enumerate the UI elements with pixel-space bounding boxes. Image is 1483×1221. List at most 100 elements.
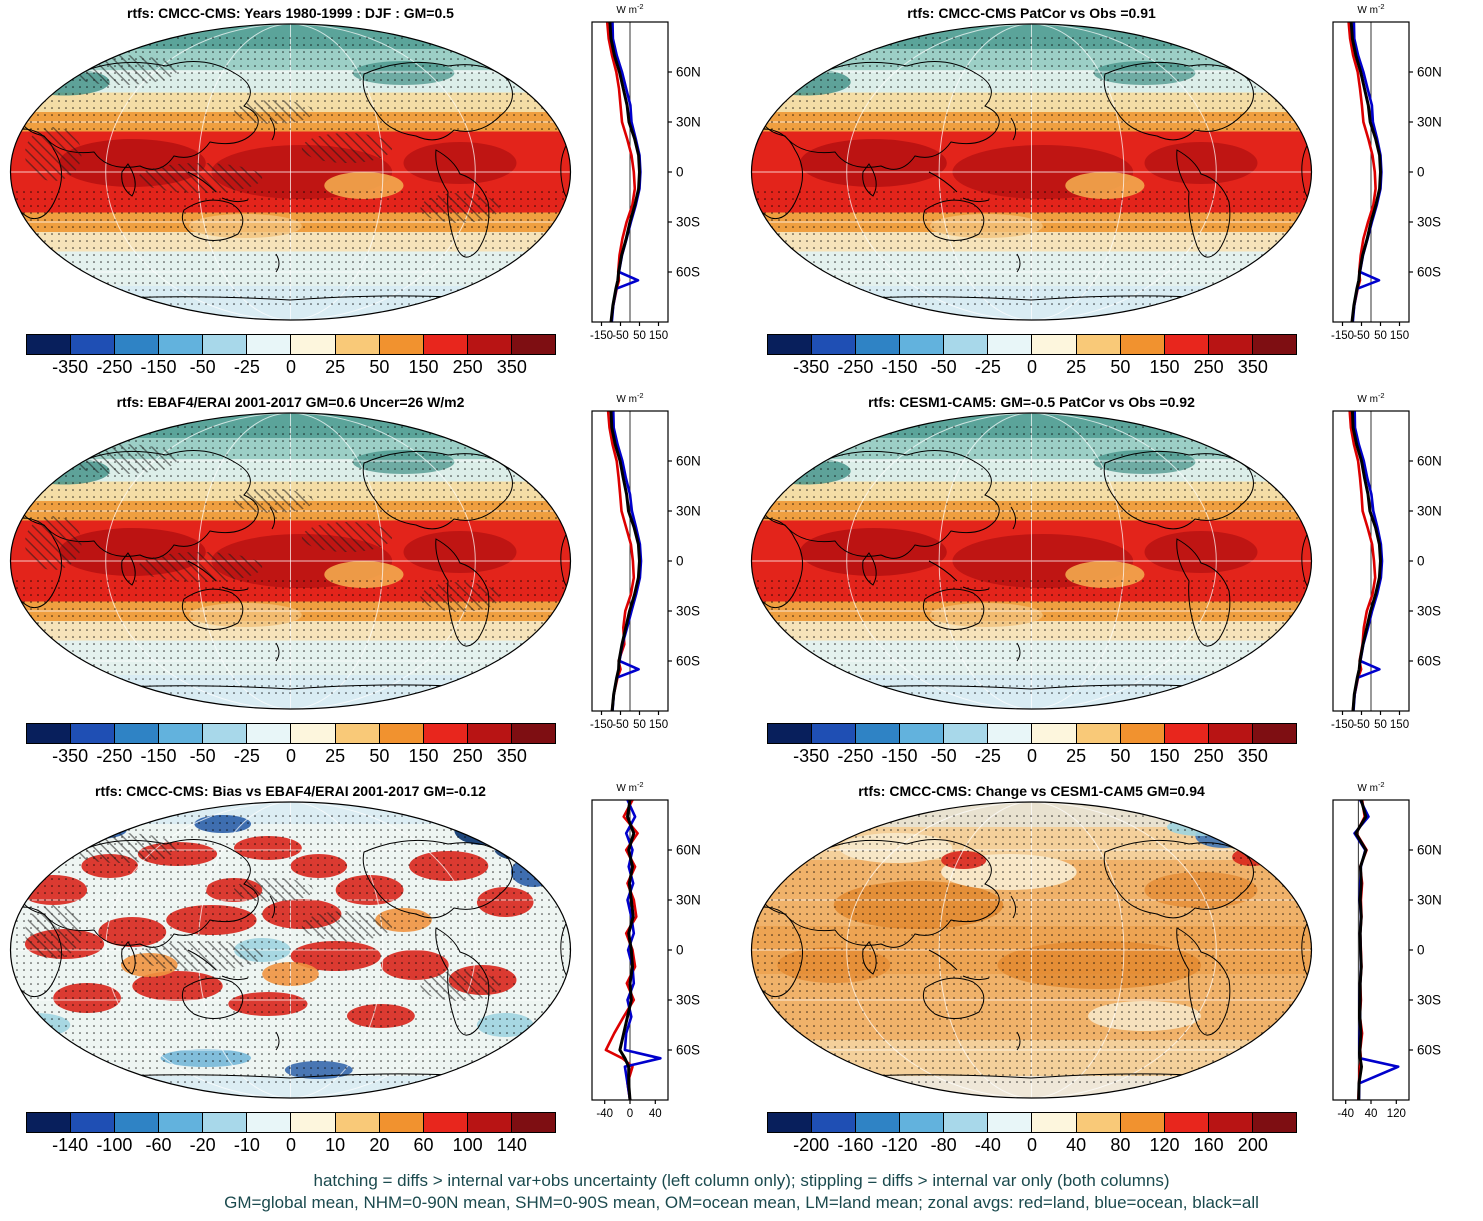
colorbar-segment [290,335,335,354]
colorbar-segment [158,1113,203,1132]
zonal-line-all [1350,410,1382,712]
x-tick-label: -150 [590,330,613,342]
x-tick-label: 150 [1390,719,1409,731]
colorbar-segment [1119,335,1164,354]
lat-tick-label: 30N [676,115,701,130]
colorbar-segment [1031,1113,1076,1132]
hatching [420,971,500,1001]
coastline [1264,830,1303,861]
colorbar-segment [987,335,1032,354]
panel-title: rtfs: CMCC-CMS PatCor vs Obs =0.91 [907,5,1156,21]
colorbar-tick-label: -25 [233,357,260,377]
zonal-line-all [1354,799,1368,1101]
colorbar-tick-label: -150 [140,357,177,377]
lat-tick-label: 30S [1417,604,1441,619]
colorbar-segment [422,1113,467,1132]
x-tick-label: -50 [612,330,629,342]
unit-label: W m-2 [1357,391,1384,405]
lat-tick-label: 60S [676,654,700,669]
panel-title: rtfs: CMCC-CMS: Bias vs EBAF4/ERAI 2001-… [95,783,486,799]
lat-tick-label: 60S [676,1043,700,1058]
colorbar-segment [811,724,856,743]
colorbar-segment [768,1113,812,1132]
panel-title: rtfs: EBAF4/ERAI 2001-2017 GM=0.6 Uncer=… [116,394,465,410]
graticule-meridian [105,413,476,709]
lat-tick-label: 30S [676,993,700,1008]
colorbar-segment [246,724,291,743]
colorbar-tick-label: -40 [974,1135,1001,1155]
lat-tick-label: 30N [676,504,701,519]
colorbar-tick-label: -140 [52,1135,89,1155]
colorbar-segment [158,335,203,354]
colorbar-tick-label: -250 [96,357,133,377]
colorbar-tick-label: -150 [140,746,177,766]
colorbar-segment [334,1113,379,1132]
colorbar-segment [246,1113,291,1132]
colorbar-segment [1075,724,1120,743]
coastline [1293,91,1300,119]
colorbar-tick-label: 150 [1149,357,1180,377]
colorbar-segment [334,335,379,354]
x-tick-label: 50 [633,719,646,731]
map-outline [9,23,572,321]
colorbar [26,1112,556,1133]
x-tick-label: 50 [1374,330,1387,342]
x-tick-label: -50 [1353,719,1370,731]
map-outline [750,412,1313,710]
colorbar-segment [466,335,511,354]
lat-tick-label: 0 [676,554,684,569]
x-tick-label: 150 [1390,330,1409,342]
panel-change: rtfs: CMCC-CMS: Change vs CESM1-CAM5 GM=… [741,778,1483,1167]
coastline [552,869,559,897]
lat-tick-label: 30N [1417,115,1442,130]
coastline [1293,480,1300,508]
zonal-mean-plot: W m-2 60N 30N 0 30S 60S -150 -50 50 150 [590,391,701,731]
colorbar-segment [899,1113,944,1132]
graticule-meridian [846,413,1217,709]
colorbar-tick-label: 350 [1237,746,1268,766]
world-map [9,801,572,1099]
colorbar-segment [1207,335,1252,354]
colorbar-ticks: -350 -250 -150 -50 -25 0 25 50 150 250 350 [26,357,556,379]
panel-title: rtfs: CESM1-CAM5: GM=-0.5 PatCor vs Obs … [868,394,1195,410]
lat-tick-label: 60N [1417,843,1442,858]
x-tick-label: -50 [1353,330,1370,342]
lat-tick-label: 0 [676,943,684,958]
colorbar-tick-label: 0 [285,357,297,377]
colorbar-tick-label: -150 [881,357,918,377]
colorbar-tick-label: 25 [325,746,346,766]
colorbar-tick-label: 140 [496,1135,527,1155]
colorbar-ticks: -350 -250 -150 -50 -25 0 25 50 150 250 350 [767,746,1297,768]
coastline [1293,869,1300,897]
lat-tick-label: 0 [1417,165,1425,180]
colorbar-tick-label: 80 [1110,1135,1131,1155]
colorbar-segment [1031,724,1076,743]
colorbar-segment [1119,1113,1164,1132]
world-map [750,412,1313,710]
colorbar-segment [70,335,115,354]
x-tick-label: 150 [649,330,668,342]
colorbar-tick-label: -50 [930,357,957,377]
colorbar-tick-label: -25 [974,357,1001,377]
hatching [138,163,263,193]
world-map [9,23,572,321]
colorbar-tick-label: 0 [1026,357,1038,377]
graticule-meridian [938,24,1125,320]
colorbar [767,1112,1297,1133]
colorbar-tick-label: -350 [793,357,830,377]
panel-cesm1-cam5: rtfs: CESM1-CAM5: GM=-0.5 PatCor vs Obs … [741,389,1483,778]
colorbar-tick-label: -250 [96,746,133,766]
stippling [751,812,1312,1088]
colorbar-segment [987,1113,1032,1132]
colorbar-segment [1251,335,1296,354]
lat-tick-label: 60N [676,65,701,80]
colorbar-tick-label: 250 [452,357,483,377]
colorbar-segment [27,335,71,354]
panel-bias: rtfs: CMCC-CMS: Bias vs EBAF4/ERAI 2001-… [0,778,741,1167]
lat-tick-label: 60S [1417,1043,1441,1058]
hatching [234,489,314,513]
colorbar-segment [943,1113,988,1132]
colorbar-segment [1251,1113,1296,1132]
colorbar-tick-label: -50 [189,357,216,377]
zonal-mean-plot: W m-2 60N 30N 0 30S 60S -150 -50 50 150 [1331,391,1442,731]
